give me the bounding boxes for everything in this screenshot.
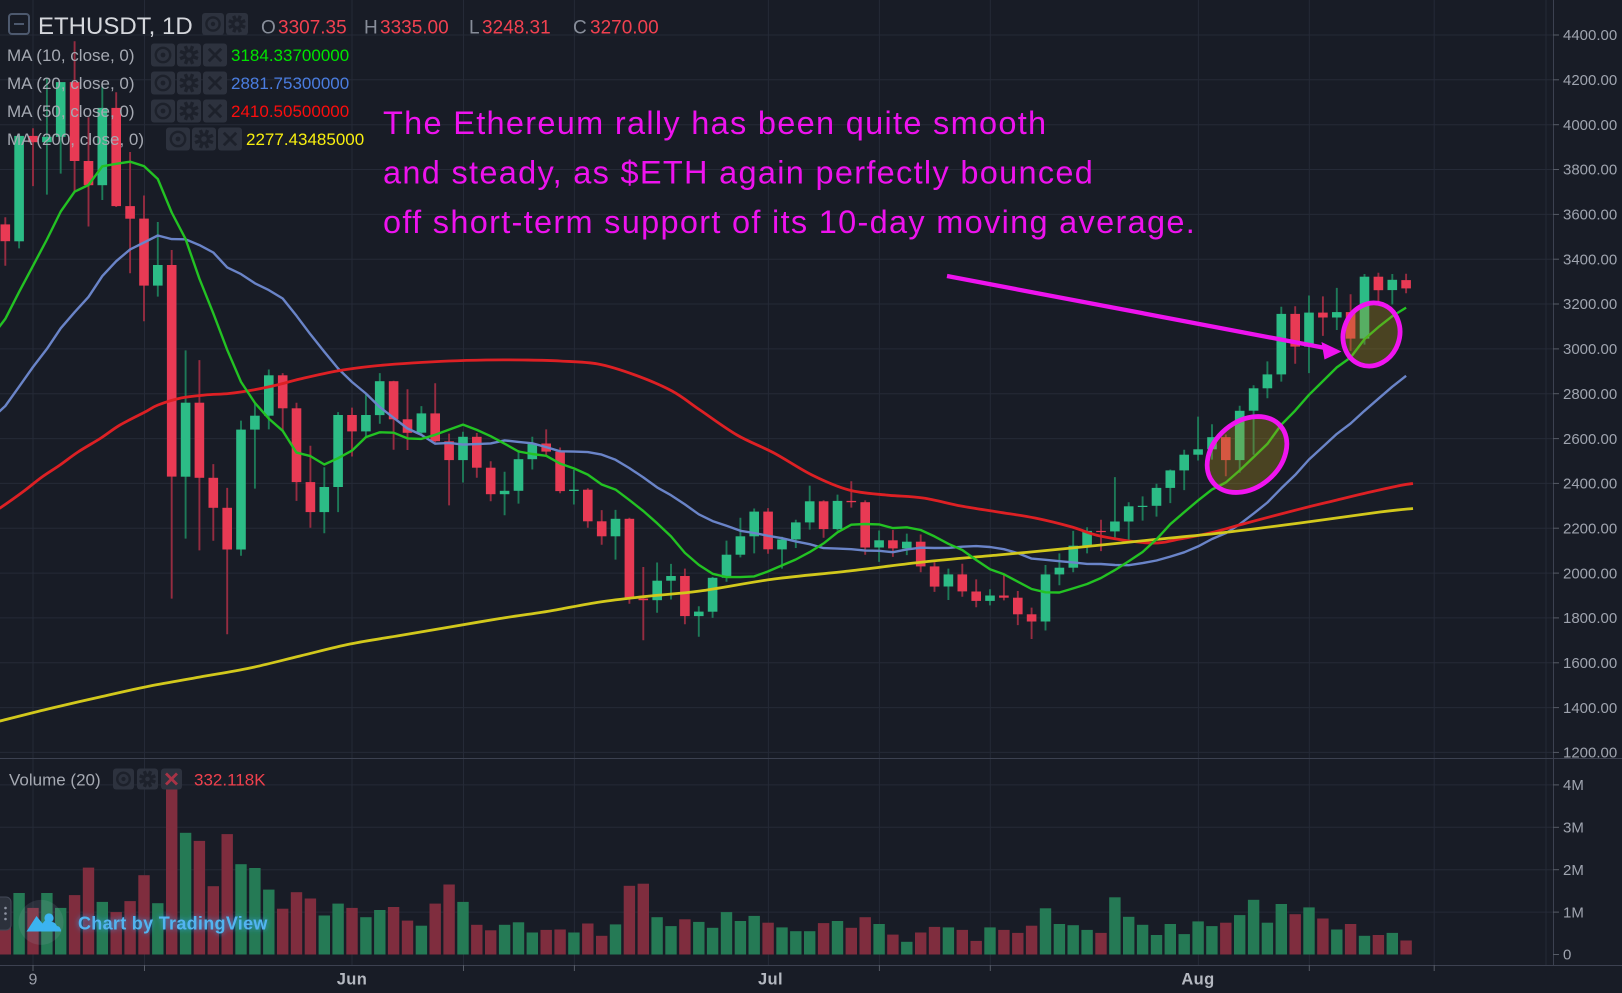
svg-text:and steady, as $ETH again perf: and steady, as $ETH again perfectly boun… bbox=[383, 155, 1094, 191]
svg-text:4400.00: 4400.00 bbox=[1563, 27, 1617, 44]
svg-text:4200.00: 4200.00 bbox=[1563, 72, 1617, 89]
svg-text:1600.00: 1600.00 bbox=[1563, 655, 1617, 672]
svg-text:ETHUSDT, 1D: ETHUSDT, 1D bbox=[38, 13, 193, 40]
svg-text:2200.00: 2200.00 bbox=[1563, 520, 1617, 537]
svg-text:3200.00: 3200.00 bbox=[1563, 296, 1617, 313]
svg-text:1M: 1M bbox=[1563, 904, 1584, 921]
svg-text:Aug: Aug bbox=[1181, 971, 1214, 989]
svg-text:2800.00: 2800.00 bbox=[1563, 386, 1617, 403]
svg-text:Jun: Jun bbox=[337, 971, 368, 989]
svg-text:2277.43485000: 2277.43485000 bbox=[246, 130, 364, 149]
svg-text:H: H bbox=[364, 18, 378, 39]
svg-text:The Ethereum rally has been qu: The Ethereum rally has been quite smooth bbox=[383, 105, 1047, 141]
svg-text:3M: 3M bbox=[1563, 820, 1584, 837]
svg-text:2881.75300000: 2881.75300000 bbox=[231, 74, 349, 93]
svg-text:3400.00: 3400.00 bbox=[1563, 251, 1617, 268]
svg-text:MA (50, close, 0): MA (50, close, 0) bbox=[7, 102, 135, 121]
svg-text:4M: 4M bbox=[1563, 777, 1584, 794]
svg-text:Jul: Jul bbox=[758, 971, 783, 989]
svg-text:2400.00: 2400.00 bbox=[1563, 476, 1617, 493]
svg-text:4000.00: 4000.00 bbox=[1563, 117, 1617, 134]
svg-text:L: L bbox=[469, 18, 480, 39]
svg-text:2M: 2M bbox=[1563, 862, 1584, 879]
svg-text:3248.31: 3248.31 bbox=[482, 18, 551, 39]
svg-text:off short-term support of its: off short-term support of its 10-day mov… bbox=[383, 204, 1196, 240]
svg-text:3800.00: 3800.00 bbox=[1563, 162, 1617, 179]
svg-text:3000.00: 3000.00 bbox=[1563, 341, 1617, 358]
svg-text:MA (200, close, 0): MA (200, close, 0) bbox=[7, 130, 144, 149]
svg-text:1800.00: 1800.00 bbox=[1563, 610, 1617, 627]
svg-text:3270.00: 3270.00 bbox=[590, 18, 659, 39]
svg-text:2600.00: 2600.00 bbox=[1563, 431, 1617, 448]
svg-text:3335.00: 3335.00 bbox=[380, 18, 449, 39]
svg-text:332.118K: 332.118K bbox=[194, 771, 266, 790]
svg-text:0: 0 bbox=[1563, 947, 1571, 964]
svg-text:1400.00: 1400.00 bbox=[1563, 700, 1617, 717]
svg-text:Chart by TradingView: Chart by TradingView bbox=[78, 914, 268, 934]
svg-text:2000.00: 2000.00 bbox=[1563, 565, 1617, 582]
svg-text:3184.33700000: 3184.33700000 bbox=[231, 46, 349, 65]
svg-text:C: C bbox=[573, 18, 587, 39]
svg-text:Volume (20): Volume (20) bbox=[9, 771, 101, 790]
svg-text:2410.50500000: 2410.50500000 bbox=[231, 102, 349, 121]
svg-text:MA (10, close, 0): MA (10, close, 0) bbox=[7, 46, 135, 65]
svg-text:MA (20, close, 0): MA (20, close, 0) bbox=[7, 74, 135, 93]
svg-text:3307.35: 3307.35 bbox=[278, 18, 347, 39]
svg-text:3600.00: 3600.00 bbox=[1563, 207, 1617, 224]
svg-text:9: 9 bbox=[29, 972, 38, 989]
svg-text:1200.00: 1200.00 bbox=[1563, 745, 1617, 762]
svg-text:O: O bbox=[261, 18, 276, 39]
